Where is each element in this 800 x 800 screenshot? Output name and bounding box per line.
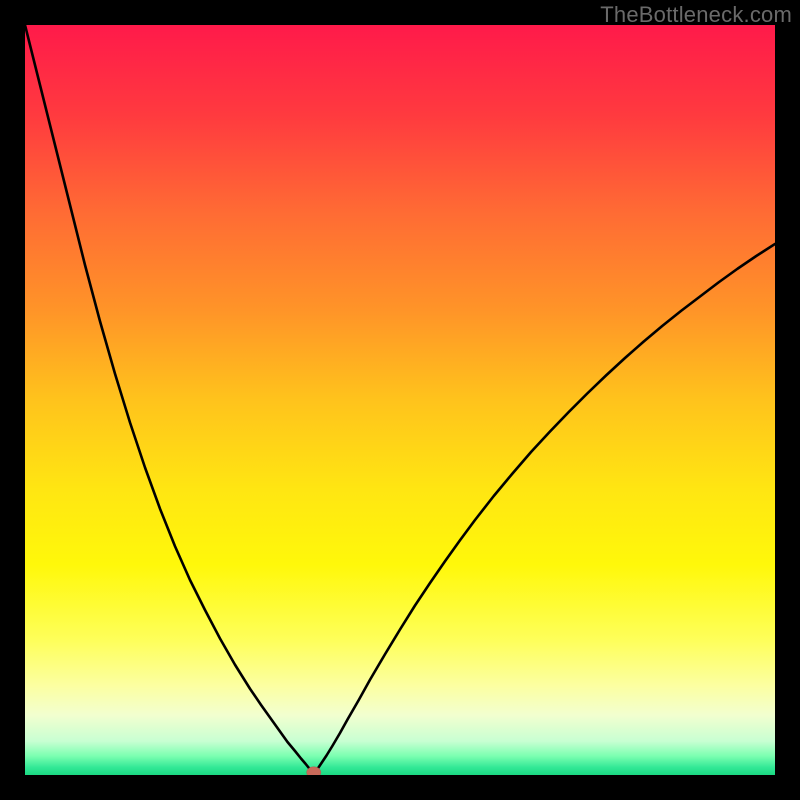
chart-svg (25, 25, 775, 775)
gradient-background (25, 25, 775, 775)
watermark-text: TheBottleneck.com (600, 2, 792, 28)
bottleneck-chart (25, 25, 775, 775)
